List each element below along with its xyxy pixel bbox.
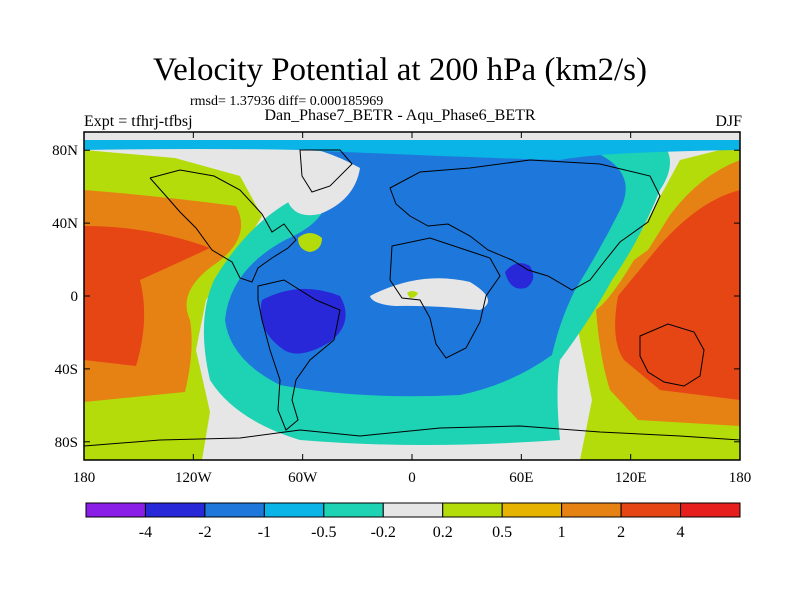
lon-tick-label: 0: [408, 470, 416, 486]
colorbar-label: 4: [677, 524, 685, 541]
west-strong-region: [84, 226, 210, 366]
experiment-subtitle: Dan_Phase7_BETR - Aqu_Phase6_BETR: [264, 107, 536, 124]
lat-tick-label: 80S: [55, 435, 78, 451]
antarctica-coast: [84, 425, 740, 447]
season-label: DJF: [715, 113, 742, 130]
north-america-coast: [149, 169, 297, 283]
south-america-strong-negative: [260, 288, 346, 354]
east-strong-region: [615, 190, 740, 400]
lat-tick-label: 0: [71, 289, 79, 305]
experiment-label: Expt = tfhrj-tfbsj: [84, 113, 193, 130]
lat-tick-label: 40S: [55, 362, 78, 378]
lat-tick-label: 80N: [52, 143, 78, 159]
greenland-coast: [299, 149, 353, 193]
south-america-coast: [257, 279, 341, 431]
lon-tick-label: 120E: [615, 470, 647, 486]
contour-field: [84, 132, 740, 460]
gulf-guinea-positive-spot: [407, 291, 418, 298]
lon-tick-label: 120W: [175, 470, 213, 486]
atlantic-positive-spot: [298, 233, 322, 252]
latitude-axis: 80N 40N 0 40S 80S: [52, 143, 740, 451]
colorbar-label: -4: [139, 524, 152, 541]
colorbar-swatch: [382, 502, 444, 518]
colorbar-swatch: [561, 502, 622, 518]
colorbar-label: 1: [558, 524, 566, 541]
atlantic-neutral-island: [284, 146, 360, 216]
stats-label: rmsd= 1.37936 diff= 0.000185969: [190, 94, 384, 109]
polar-weak-negative: [84, 140, 740, 160]
map-title: Velocity Potential at 200 hPa (km2/s): [152, 52, 648, 88]
colorbar-swatch: [620, 502, 682, 518]
colorbar-label: 2: [617, 524, 625, 541]
lat-tick-label: 40N: [52, 216, 78, 232]
lon-tick-label: 180: [729, 470, 752, 486]
colorbar-swatch: [680, 502, 741, 518]
colorbar-label: 0.5: [492, 524, 512, 541]
lon-tick-label: 180: [73, 470, 96, 486]
colorbar-swatch: [204, 502, 265, 518]
colorbar-swatch: [144, 502, 206, 518]
colorbar-label: -2: [198, 524, 211, 541]
africa-neutral-island: [370, 278, 488, 310]
colorbar-label: -1: [258, 524, 271, 541]
colorbar-swatch: [323, 502, 384, 518]
africa-coast: [389, 237, 501, 359]
arabia-strong-negative: [505, 263, 534, 289]
europe-asia-coast: [389, 159, 661, 291]
colorbar-label: -0.5: [311, 524, 336, 541]
longitude-axis: 180 120W 60W 0 60E 120E 180: [73, 132, 752, 486]
colorbar-label: 0.2: [433, 524, 453, 541]
lon-tick-label: 60E: [509, 470, 533, 486]
colorbar-swatch: [263, 502, 325, 518]
colorbar-swatch: [442, 502, 503, 518]
coastlines: [84, 149, 740, 447]
colorbar-swatch: [501, 502, 563, 518]
australia-coast: [639, 323, 705, 387]
colorbar-swatch: [85, 502, 146, 518]
colorbar: -4 -2 -1 -0.5 -0.2 0.2 0.5 1 2 4: [85, 502, 741, 541]
colorbar-label: -0.2: [371, 524, 396, 541]
lon-tick-label: 60W: [288, 470, 318, 486]
